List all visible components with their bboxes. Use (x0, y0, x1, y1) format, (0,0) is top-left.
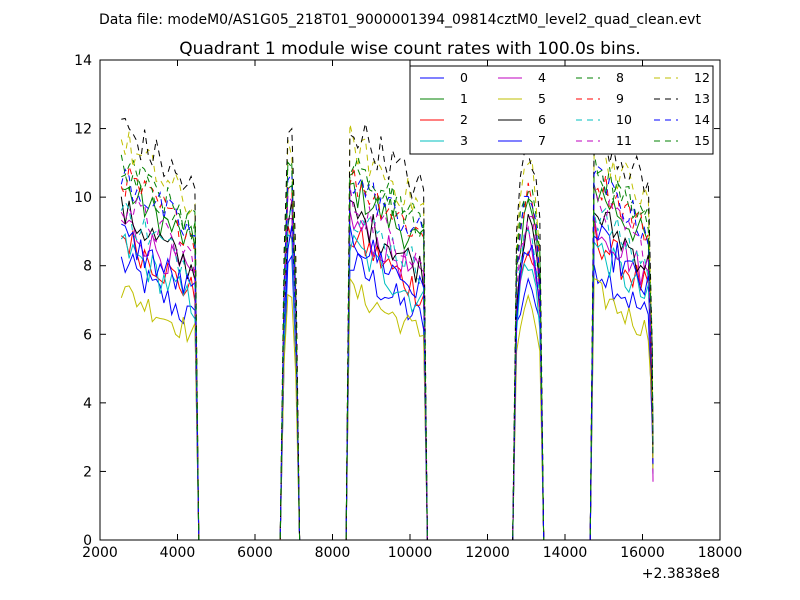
legend-label-6: 6 (538, 112, 546, 127)
series-line-11 (120, 185, 654, 540)
legend-label-8: 8 (616, 70, 624, 85)
series-line-15 (120, 154, 654, 540)
legend-label-12: 12 (694, 70, 710, 85)
y-tick-label-0: 0 (83, 533, 92, 549)
series-line-3 (120, 233, 654, 540)
legend-label-4: 4 (538, 70, 546, 85)
x-tick-label-6: 14000 (543, 545, 588, 561)
series-line-12 (120, 123, 654, 540)
legend-label-11: 11 (616, 133, 632, 148)
x-tick-label-8: 18000 (698, 545, 743, 561)
y-tick-label-6: 12 (74, 122, 92, 138)
series-line-7 (121, 223, 654, 540)
legend-box (409, 65, 714, 155)
x-tick-label-5: 12000 (465, 545, 510, 561)
legend-label-10: 10 (616, 112, 632, 127)
x-offset-label: +2.3838e8 (642, 566, 720, 582)
legend-label-1: 1 (460, 91, 468, 106)
series-line-14 (120, 165, 654, 540)
legend-label-15: 15 (694, 133, 710, 148)
y-tick-label-7: 14 (74, 53, 92, 69)
y-tick-label-2: 4 (83, 396, 92, 412)
series-line-10 (120, 200, 654, 540)
axes-layer: 2000 4000 6000 8000 10000 12000 14000 16000 1800… (74, 53, 742, 561)
chart-title: Quadrant 1 module wise count rates with … (179, 39, 640, 59)
y-tick-label-5: 10 (74, 190, 92, 206)
legend-label-7: 7 (538, 133, 546, 148)
series-line-1 (121, 180, 654, 540)
x-tick-label-1: 4000 (160, 545, 196, 561)
legend-label-14: 14 (694, 112, 710, 127)
x-tick-label-0: 2000 (82, 545, 118, 561)
series-line-4 (120, 210, 654, 540)
series-line-9 (120, 166, 654, 540)
legend-label-5: 5 (538, 91, 546, 106)
x-tick-label-7: 16000 (620, 545, 665, 561)
x-tick-label-2: 6000 (237, 545, 273, 561)
series-line-5 (120, 276, 654, 540)
legend-label-2: 2 (460, 112, 468, 127)
x-tick-label-3: 8000 (315, 545, 351, 561)
y-tick-label-1: 2 (83, 464, 92, 480)
y-tick-label-3: 6 (83, 327, 92, 343)
series-layer (120, 112, 654, 540)
legend-label-3: 3 (460, 133, 468, 148)
legend-label-9: 9 (616, 91, 624, 106)
series-line-0 (120, 252, 654, 540)
series-line-13 (121, 112, 654, 540)
chart-suptitle: Data file: modeM0/AS1G05_218T01_90000013… (99, 12, 701, 28)
x-tick-label-4: 10000 (388, 545, 433, 561)
legend-label-13: 13 (694, 91, 710, 106)
legend-label-0: 0 (460, 70, 468, 85)
y-tick-label-4: 8 (83, 259, 92, 275)
